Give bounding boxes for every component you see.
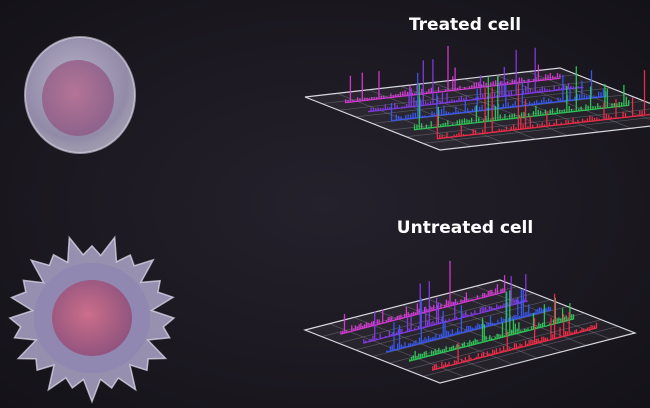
plane-grid — [389, 100, 645, 131]
plane-grid — [423, 326, 619, 377]
treated-cell — [24, 36, 136, 154]
spectrum-trace — [390, 70, 607, 122]
spectrum-trace — [432, 293, 598, 371]
spectrum-trace — [409, 290, 575, 362]
panel-label: Treated cell — [409, 15, 521, 35]
plane-grid — [372, 94, 628, 124]
plane-grid — [372, 306, 568, 357]
plane-surface — [303, 279, 637, 384]
plane-grid — [338, 80, 594, 111]
plane-grid — [355, 87, 611, 118]
spectrum-trace — [367, 47, 584, 113]
spectrum-trace — [436, 70, 650, 140]
spectrum-plane — [303, 260, 637, 384]
spectrum-trace — [344, 46, 561, 104]
spectrum-trace — [386, 289, 552, 353]
panel-label: Untreated cell — [397, 218, 533, 238]
plane-grid — [423, 117, 650, 144]
untreated-cell — [8, 235, 176, 404]
spectrum-trace — [363, 274, 529, 344]
spectrum-plane — [304, 46, 650, 151]
spectrum-trace — [413, 66, 630, 131]
plane-grid — [406, 108, 650, 138]
spectrum-trace — [340, 260, 506, 335]
